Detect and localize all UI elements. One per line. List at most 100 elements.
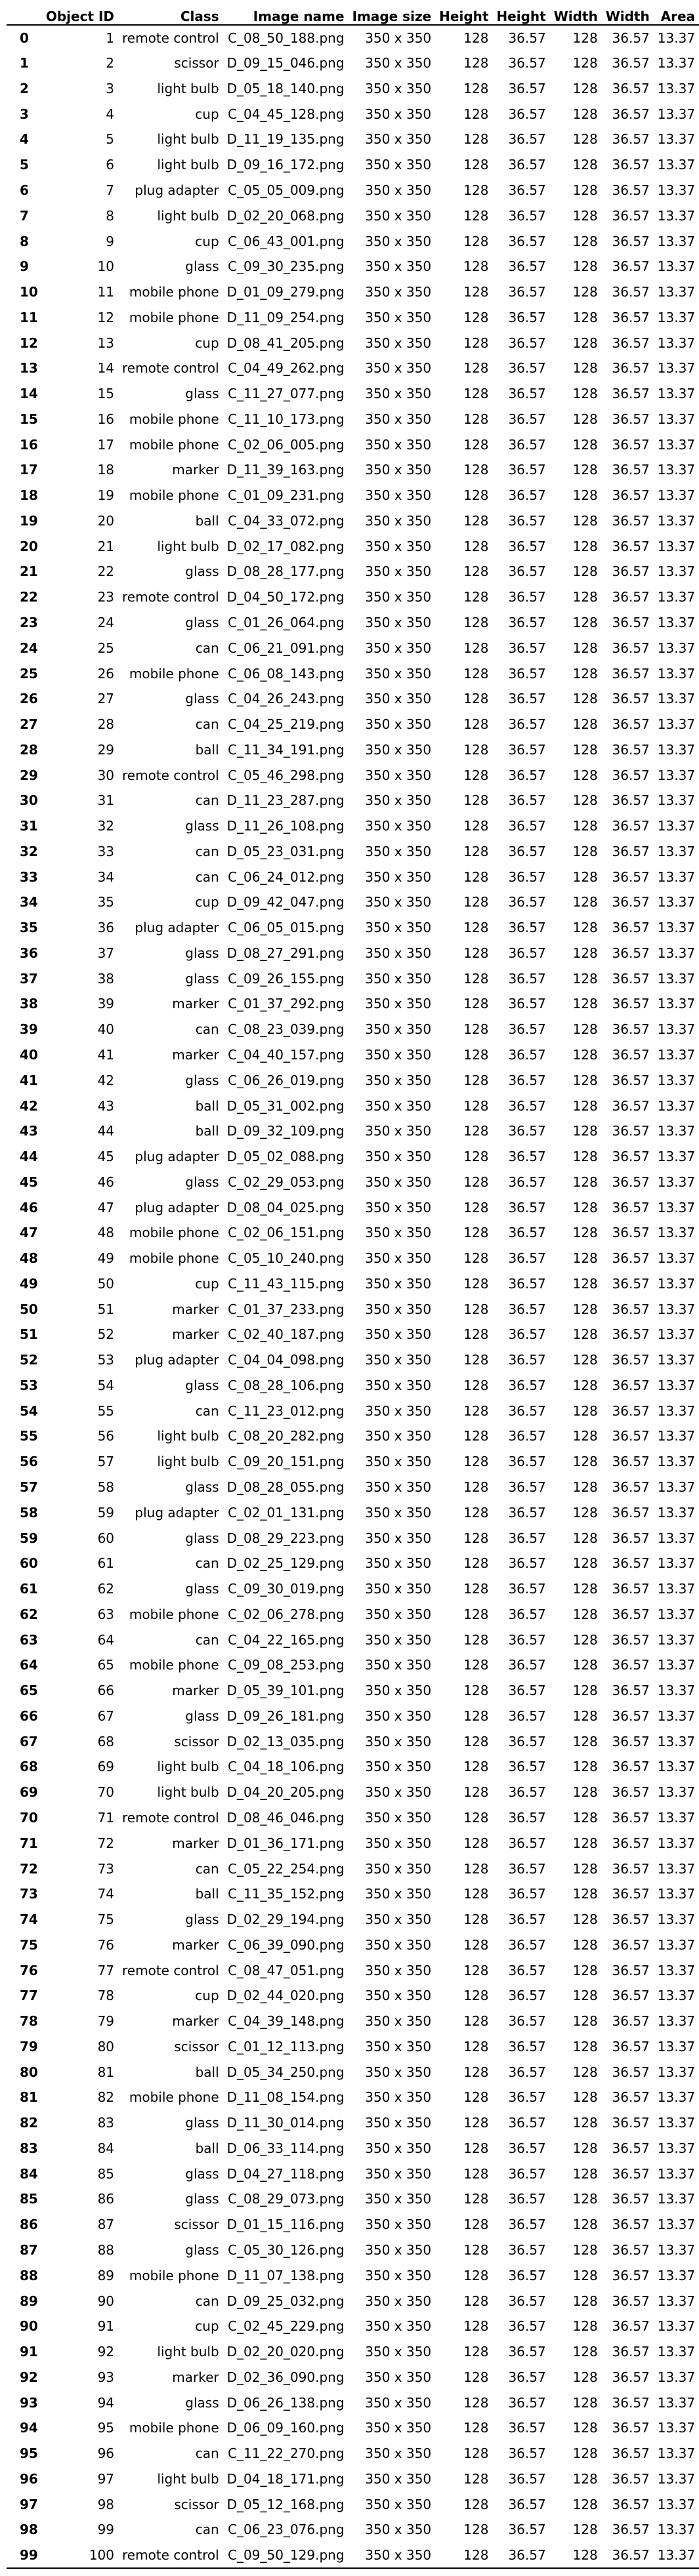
height-cell: 36.57 xyxy=(508,818,546,834)
image-name-cell: D_11_19_135.png xyxy=(226,131,345,148)
object-id-cell: 95 xyxy=(97,2420,115,2436)
table-row: 42 43 ball D_05_31_002.png 350 x 350 128 36.57… xyxy=(7,1093,699,1118)
width-px-cell: 128 xyxy=(572,2013,598,2030)
object-id-cell: 33 xyxy=(97,843,115,859)
area-cell: 13.37 xyxy=(657,1555,696,1572)
image-name-cell: D_02_17_082.png xyxy=(226,538,345,554)
table-row: 34 35 cup D_09_42_047.png 350 x 350 128 36.57 1… xyxy=(7,889,699,915)
area-cell: 13.37 xyxy=(657,1428,696,1444)
row-index: 34 xyxy=(20,894,38,910)
width-px-cell: 128 xyxy=(572,970,598,987)
area-cell: 13.37 xyxy=(657,614,696,630)
table-row: 65 66 marker D_05_39_101.png 350 x 350 128 36.… xyxy=(7,1678,699,1704)
area-cell: 13.37 xyxy=(657,1377,696,1393)
area-cell: 13.37 xyxy=(657,1784,696,1801)
area-cell: 13.37 xyxy=(657,1275,696,1292)
height-cell: 36.57 xyxy=(508,920,546,936)
area-cell: 13.37 xyxy=(657,233,696,249)
height-cell: 36.57 xyxy=(508,1759,546,1775)
height-px-cell: 128 xyxy=(463,1860,489,1877)
width-cell: 36.57 xyxy=(612,2318,650,2335)
class-cell: marker xyxy=(172,1047,219,1063)
table-row: 69 70 light bulb D_04_20_205.png 350 x 350 12… xyxy=(7,1780,699,1805)
height-px-cell: 128 xyxy=(463,767,489,783)
table-row: 98 99 can C_06_23_076.png 350 x 350 128 36.57 1… xyxy=(7,2517,699,2543)
height-cell: 36.57 xyxy=(508,1657,546,1673)
image-size-cell: 350 x 350 xyxy=(365,1683,432,1699)
image-size-cell: 350 x 350 xyxy=(365,2369,432,2385)
table-row: 99 100 remote control C_09_50_129.png 350 x … xyxy=(7,2542,699,2569)
width-cell: 36.57 xyxy=(612,1454,650,1470)
image-name-cell: D_05_18_140.png xyxy=(226,80,345,96)
height-cell: 36.57 xyxy=(508,1504,546,1521)
image-size-cell: 350 x 350 xyxy=(365,30,432,46)
height-cell: 36.57 xyxy=(508,2140,546,2156)
object-id-cell: 71 xyxy=(97,1809,115,1826)
height-px-cell: 128 xyxy=(463,1733,489,1749)
object-id-cell: 67 xyxy=(97,1707,115,1724)
image-size-cell: 350 x 350 xyxy=(365,1149,432,1165)
width-px-cell: 128 xyxy=(572,157,598,173)
height-cell: 36.57 xyxy=(508,563,546,580)
height-px-cell: 128 xyxy=(463,1504,489,1521)
image-size-cell: 350 x 350 xyxy=(365,1275,432,1292)
height-cell: 36.57 xyxy=(508,1352,546,1368)
height-px-cell: 128 xyxy=(463,1835,489,1851)
height-px-cell: 128 xyxy=(463,1250,489,1267)
width-px-cell: 128 xyxy=(572,869,598,885)
width-px-cell: 128 xyxy=(572,665,598,682)
image-size-cell: 350 x 350 xyxy=(365,360,432,377)
image-name-cell: C_08_50_188.png xyxy=(228,30,345,46)
area-cell: 13.37 xyxy=(657,996,696,1012)
height-cell: 36.57 xyxy=(508,1606,546,1622)
image-name-cell: D_04_50_172.png xyxy=(226,589,345,605)
class-cell: cup xyxy=(195,1988,219,2004)
width-px-cell: 128 xyxy=(572,2064,598,2080)
image-size-cell: 350 x 350 xyxy=(365,1809,432,1826)
image-size-cell: 350 x 350 xyxy=(365,589,432,605)
area-cell: 13.37 xyxy=(657,2064,696,2080)
height-px-cell: 128 xyxy=(463,2470,489,2487)
width-cell: 36.57 xyxy=(612,945,650,961)
image-name-cell: C_02_06_151.png xyxy=(228,1225,345,1241)
image-size-cell: 350 x 350 xyxy=(365,691,432,707)
row-index: 23 xyxy=(20,614,38,630)
width-px-cell: 128 xyxy=(572,207,598,224)
width-cell: 36.57 xyxy=(612,462,650,478)
width-px-cell: 128 xyxy=(572,1275,598,1292)
image-name-cell: C_08_23_039.png xyxy=(228,1021,345,1038)
image-size-cell: 350 x 350 xyxy=(365,538,432,554)
row-index: 96 xyxy=(20,2470,38,2487)
image-size-cell: 350 x 350 xyxy=(365,411,432,427)
table-row: 39 40 can C_08_23_039.png 350 x 350 128 36.57 1… xyxy=(7,1017,699,1042)
width-cell: 36.57 xyxy=(612,1759,650,1775)
table-row: 93 94 glass D_06_26_138.png 350 x 350 128 36.5… xyxy=(7,2390,699,2415)
width-cell: 36.57 xyxy=(612,207,650,224)
area-cell: 13.37 xyxy=(657,2369,696,2385)
class-cell: mobile phone xyxy=(129,1225,219,1241)
area-cell: 13.37 xyxy=(657,1504,696,1521)
width-px-cell: 128 xyxy=(572,30,598,46)
table-row: 23 24 glass C_01_26_064.png 350 x 350 128 36.5… xyxy=(7,610,699,636)
table-row: 38 39 marker C_01_37_292.png 350 x 350 128 36.… xyxy=(7,991,699,1017)
image-name-cell: D_08_46_046.png xyxy=(226,1809,345,1826)
table-row: 63 64 can C_04_22_165.png 350 x 350 128 36.57 1… xyxy=(7,1627,699,1652)
area-cell: 13.37 xyxy=(657,1657,696,1673)
class-cell: mobile phone xyxy=(129,1250,219,1267)
width-px-cell: 128 xyxy=(572,1555,598,1572)
image-name-cell: C_04_33_072.png xyxy=(228,512,345,529)
height-px-cell: 128 xyxy=(463,512,489,529)
height-cell: 36.57 xyxy=(508,462,546,478)
area-cell: 13.37 xyxy=(657,1352,696,1368)
class-cell: glass xyxy=(185,2115,219,2131)
height-px-cell: 128 xyxy=(463,1149,489,1165)
height-cell: 36.57 xyxy=(508,1835,546,1851)
width-px-cell: 128 xyxy=(572,1149,598,1165)
width-cell: 36.57 xyxy=(612,538,650,554)
object-id-cell: 21 xyxy=(97,538,115,554)
area-cell: 13.37 xyxy=(657,1326,696,1343)
class-cell: plug adapter xyxy=(135,182,219,198)
height-cell: 36.57 xyxy=(492,2542,550,2569)
width-px-cell: 128 xyxy=(572,1250,598,1267)
row-index: 32 xyxy=(20,843,38,859)
